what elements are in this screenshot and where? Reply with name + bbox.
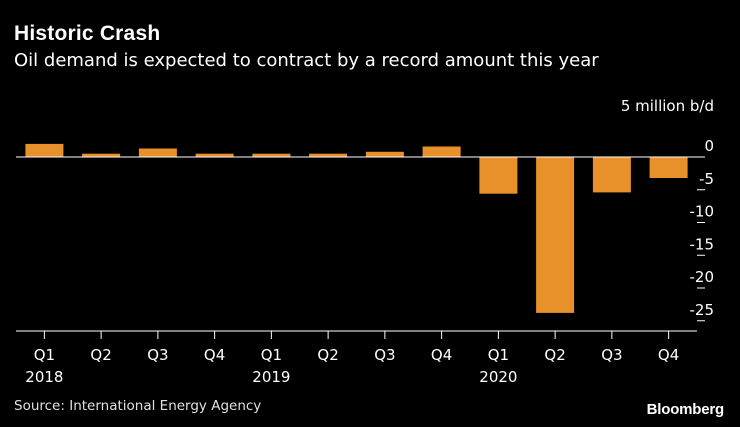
y-axis-unit-label: 5 million b/d [620, 97, 714, 115]
bar-5 [309, 153, 348, 157]
y-tick-label-1: -5 [699, 170, 714, 188]
x-tick-label-1: Q2 [90, 346, 111, 364]
bloomberg-logo: Bloomberg [646, 401, 725, 418]
bar-7 [422, 146, 461, 157]
y-tick-label-0: 0 [704, 137, 714, 155]
year-label-2019: 2019 [252, 368, 290, 386]
bar-1 [82, 153, 121, 157]
bar-0 [25, 143, 64, 157]
x-tick-label-3: Q4 [204, 346, 225, 364]
bar-11 [649, 157, 688, 178]
bar-2 [138, 148, 177, 157]
bar-9 [536, 157, 575, 313]
y-tick-label-3: -15 [690, 235, 715, 253]
bar-3 [195, 153, 234, 157]
y-tick-label-4: -20 [690, 268, 715, 286]
chart-subtitle: Oil demand is expected to contract by a … [14, 50, 599, 71]
chart-title: Historic Crash [14, 22, 161, 45]
bar-8 [479, 157, 518, 194]
year-label-2018: 2018 [25, 368, 63, 386]
x-tick-label-10: Q3 [601, 346, 622, 364]
y-tick-label-2: -10 [690, 203, 715, 221]
y-tick-label-5: -25 [690, 301, 715, 319]
x-tick-label-8: Q1 [488, 346, 509, 364]
x-tick-label-9: Q2 [544, 346, 565, 364]
source-note: Source: International Energy Agency [14, 398, 262, 414]
bar-6 [365, 151, 404, 157]
year-label-2020: 2020 [479, 368, 517, 386]
bar-10 [592, 157, 631, 193]
x-tick-label-0: Q1 [34, 346, 55, 364]
x-tick-label-5: Q2 [317, 346, 338, 364]
x-tick-label-7: Q4 [431, 346, 452, 364]
x-tick-label-4: Q1 [261, 346, 282, 364]
x-tick-label-2: Q3 [147, 346, 168, 364]
x-tick-label-11: Q4 [658, 346, 679, 364]
x-tick-label-6: Q3 [374, 346, 395, 364]
bar-4 [252, 153, 291, 157]
